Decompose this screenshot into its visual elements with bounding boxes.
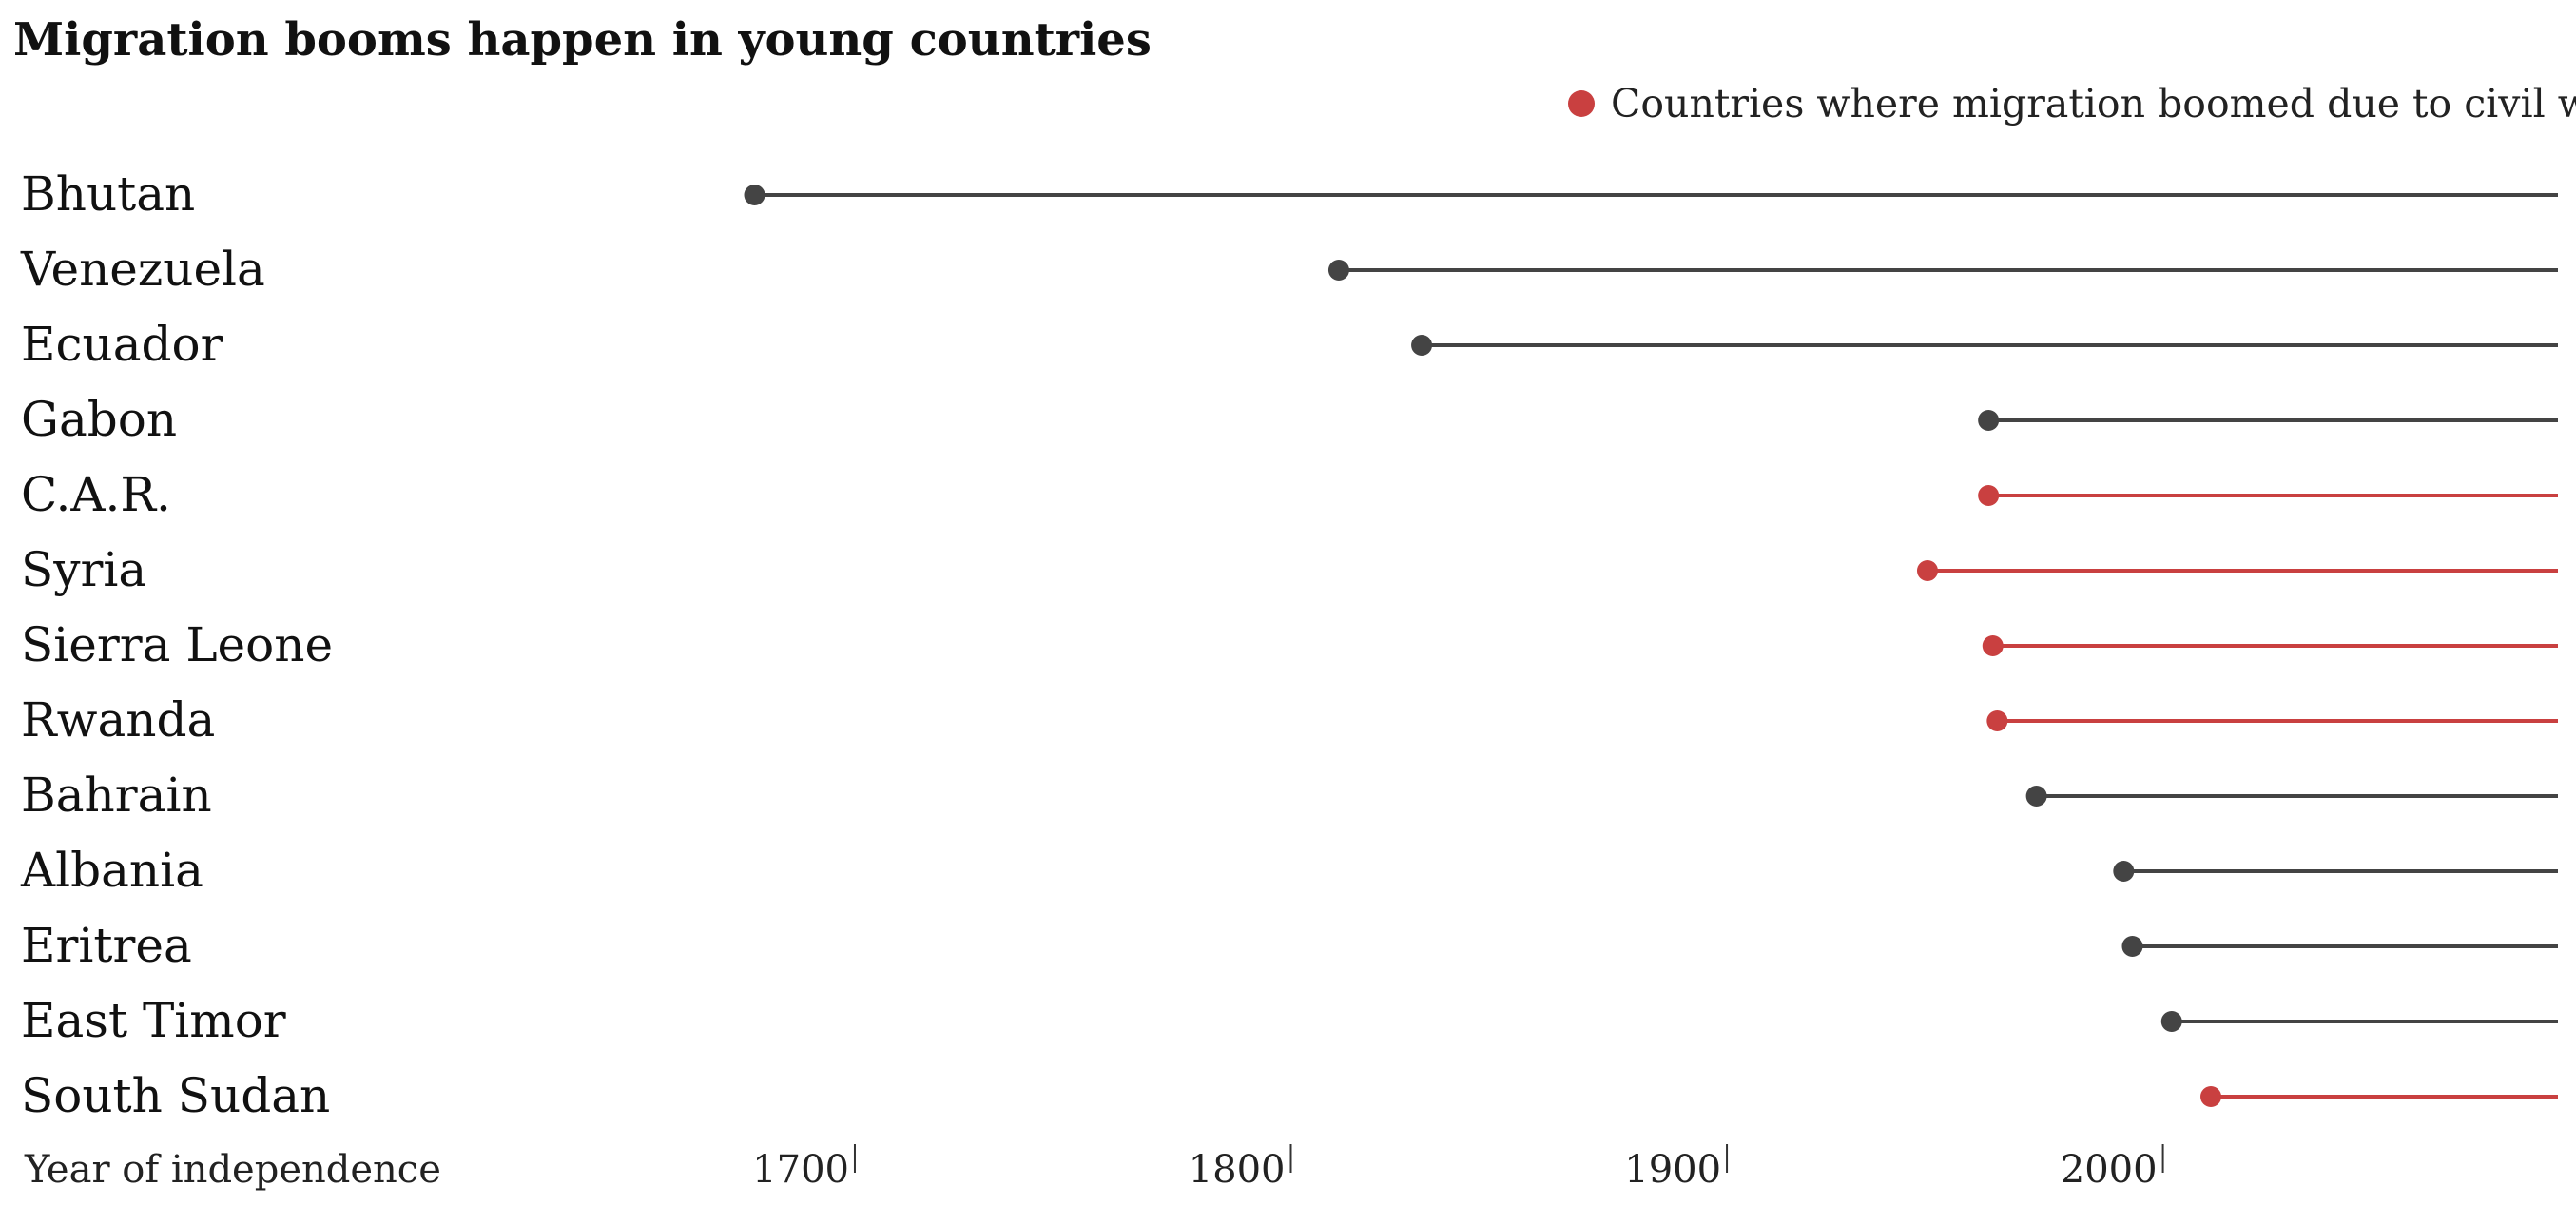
row-label: Sierra Leone <box>21 617 333 672</box>
row-dot <box>2025 786 2047 807</box>
row-label: Albania <box>20 843 203 898</box>
row-dot <box>1411 335 1433 356</box>
row-syria: Syria <box>21 542 2558 597</box>
row-dot <box>2160 1011 2182 1032</box>
x-axis: Year of independence 1700 1800 1900 2000 <box>24 1144 2164 1192</box>
row-eritrea: Eritrea <box>21 918 2558 973</box>
row-venezuela: Venezuela <box>20 242 2558 297</box>
row-label: East Timor <box>21 993 286 1048</box>
row-dot <box>2121 936 2143 957</box>
row-dot <box>1982 635 2004 656</box>
row-east-timor: East Timor <box>21 993 2558 1048</box>
row-label: Gabon <box>21 392 177 447</box>
row-label: Syria <box>21 542 146 597</box>
row-bahrain: Bahrain <box>21 768 2558 823</box>
row-label: C.A.R. <box>21 467 171 522</box>
row-dot <box>2200 1086 2222 1107</box>
row-dot <box>1986 710 2008 731</box>
x-tick-label: 1900 <box>1624 1148 1721 1192</box>
row-label: South Sudan <box>21 1068 330 1123</box>
row-label: Rwanda <box>21 692 215 748</box>
legend-label: Countries where migration boomed due to … <box>1611 81 2576 126</box>
row-dot <box>1327 260 1349 281</box>
row-dot <box>744 185 765 205</box>
x-tick-label: 1700 <box>752 1148 849 1192</box>
row-label: Eritrea <box>21 918 192 973</box>
x-tick-label: 2000 <box>2061 1148 2158 1192</box>
row-dot <box>2113 861 2135 882</box>
row-dot <box>1978 485 2000 506</box>
row-dot <box>1916 560 1938 581</box>
row-label: Bhutan <box>21 166 195 222</box>
legend: Countries where migration boomed due to … <box>1568 81 2576 126</box>
legend-marker <box>1568 90 1595 117</box>
row-c-a-r: C.A.R. <box>21 467 2558 522</box>
row-south-sudan: South Sudan <box>21 1068 2558 1123</box>
chart-title: Migration booms happen in young countrie… <box>13 13 1152 67</box>
row-label: Venezuela <box>20 242 265 297</box>
row-ecuador: Ecuador <box>21 317 2558 372</box>
row-bhutan: Bhutan <box>21 166 2558 222</box>
rows-layer: Bhutan Venezuela Ecuador Gabon C.A.R. Syria Si… <box>20 166 2558 1123</box>
row-label: Ecuador <box>21 317 223 372</box>
row-rwanda: Rwanda <box>21 692 2558 748</box>
row-dot <box>1978 410 2000 431</box>
row-sierra-leone: Sierra Leone <box>21 617 2558 672</box>
row-albania: Albania <box>20 843 2558 898</box>
row-label: Bahrain <box>21 768 212 823</box>
row-gabon: Gabon <box>21 392 2558 447</box>
x-tick-label: 1800 <box>1189 1148 1286 1192</box>
x-axis-title: Year of independence <box>24 1148 441 1192</box>
